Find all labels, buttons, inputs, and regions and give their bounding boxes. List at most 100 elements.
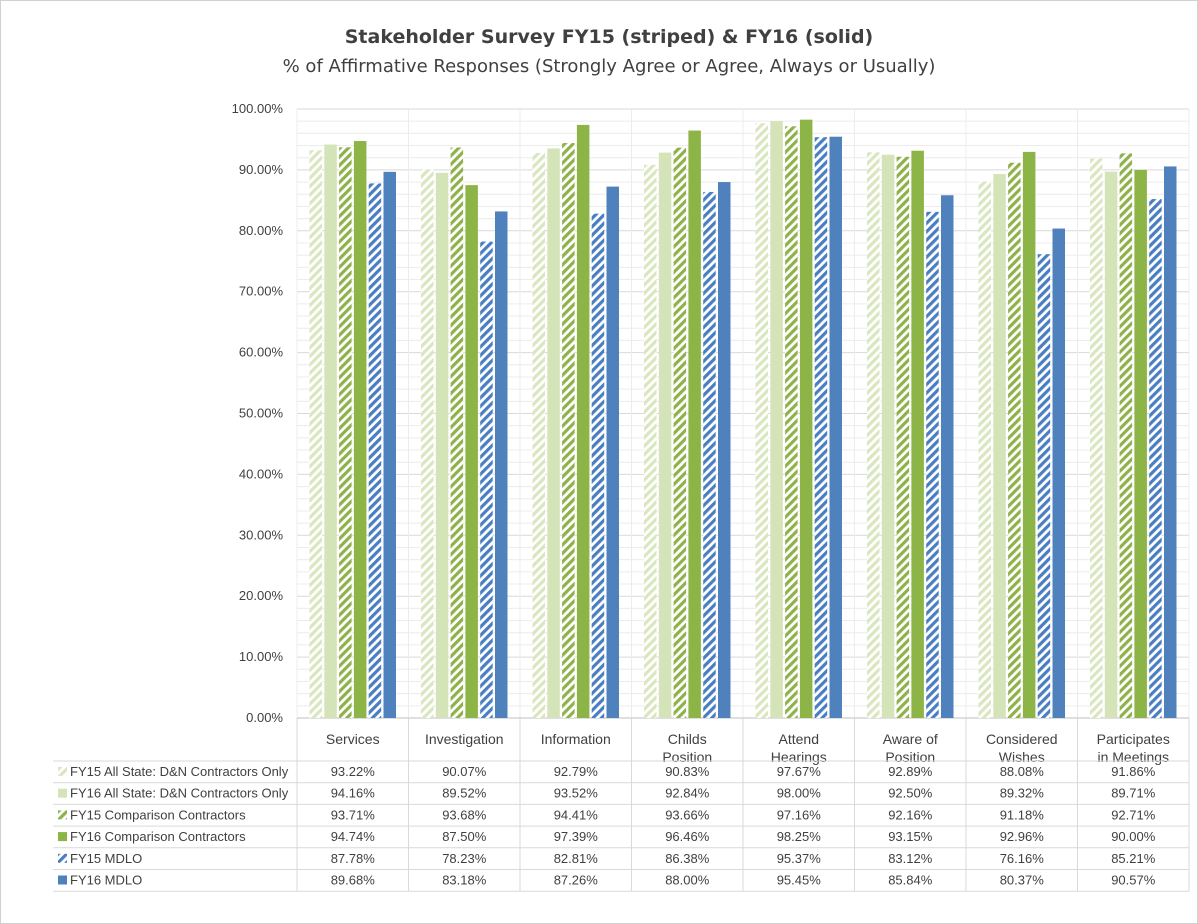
table-cell: 95.45% [777,873,822,888]
table-cell: 88.08% [1000,764,1045,779]
legend-label: FY15 All State: D&N Contractors Only [70,764,289,779]
table-cell: 91.86% [1111,764,1156,779]
legend-key [58,810,67,820]
bar [547,148,560,718]
bar [562,143,575,719]
table-cell: 83.12% [888,851,933,866]
bar [896,156,910,718]
table-cell: 92.16% [888,807,933,822]
bar [770,121,783,719]
legend-label: FY16 All State: D&N Contractors Only [70,786,289,801]
bar [532,152,545,718]
category-label: Information [541,731,611,747]
bar [368,183,382,718]
bar [480,241,493,719]
bar [1052,228,1065,719]
bars [309,119,1177,719]
bar [703,191,716,718]
table-cell: 90.57% [1111,873,1156,888]
table-cell: 97.67% [777,764,822,779]
table-cell: 85.21% [1111,851,1156,866]
y-axis: 0.00% 10.00% 20.00% 30.00% 40.00% 50.00% 60.00… [232,101,284,725]
table-cell: 93.22% [331,764,376,779]
y-tick-label: 40.00% [239,466,284,481]
table-cell: 93.68% [442,807,487,822]
bar [829,136,842,719]
table-cell: 93.71% [331,807,376,822]
bar [867,152,880,718]
bar [383,171,396,718]
category-label: Participates [1097,731,1170,747]
category-label: Services [326,731,380,747]
bar [465,185,478,718]
x-axis-categories: Services Investigation Information Childs Po… [326,731,1170,765]
table-cell: 97.39% [554,829,599,844]
bar [644,164,657,718]
bar [673,147,687,718]
table-cell: 92.71% [1111,807,1156,822]
bar [978,181,991,719]
category-label: Aware of [883,731,938,747]
legend-key [58,767,67,776]
table-cell: 86.38% [665,851,710,866]
table-cell: 98.00% [777,786,822,801]
legend-key [58,875,67,885]
bar [1119,153,1133,718]
category-label: Wishes [999,749,1045,765]
bar [1090,158,1103,718]
legend-label: FY16 Comparison Contractors [70,829,246,844]
bar [495,211,508,718]
table-cell: 90.07% [442,764,487,779]
table-cell: 97.16% [777,807,822,822]
table-cell: 83.18% [442,873,487,888]
table-cell: 92.96% [1000,829,1045,844]
legend-key [58,853,67,863]
bar [926,211,939,718]
table-cell: 98.25% [777,829,822,844]
bar [1008,162,1021,718]
bar [339,147,352,719]
y-tick-label: 20.00% [239,588,284,603]
y-tick-label: 70.00% [239,284,284,299]
table-cell: 82.81% [554,851,599,866]
bar [450,147,464,719]
bar [814,137,828,718]
table-cell: 92.79% [554,764,599,779]
table-cell: 94.16% [331,786,376,801]
table-cell: 87.26% [554,873,599,888]
table-cell: 91.18% [1000,807,1045,822]
bar [1164,166,1177,718]
table-cell: 80.37% [1000,873,1045,888]
category-label: Position [885,749,935,765]
bar [941,195,954,719]
y-tick-label: 90.00% [239,162,284,177]
category-label: Position [662,749,712,765]
y-tick-label: 100.00% [232,101,284,116]
table-cell: 87.78% [331,851,376,866]
table-cell: 92.84% [665,786,710,801]
bar [309,150,322,718]
bar [1104,171,1118,718]
y-tick-label: 0.00% [246,710,283,725]
y-tick-label: 50.00% [239,406,284,421]
table-cell: 96.46% [665,829,710,844]
table-cell: 89.32% [1000,786,1045,801]
bar [993,174,1006,718]
bar [755,123,768,718]
table-cell: 76.16% [1000,851,1045,866]
bar [576,124,590,718]
bar [606,186,619,718]
y-tick-label: 30.00% [239,527,284,542]
chart-title: Stakeholder Survey FY15 (striped) & FY16… [345,26,873,48]
bar [718,182,731,718]
table-cell: 78.23% [442,851,487,866]
table-cell: 92.50% [888,786,933,801]
bar [353,141,367,719]
table-cell: 87.50% [442,829,487,844]
category-label: Attend [779,731,819,747]
data-table: FY15 All State: D&N Contractors Only 93.2… [53,718,1190,892]
bar [1037,254,1051,718]
bar [688,130,701,718]
bar [421,169,434,718]
